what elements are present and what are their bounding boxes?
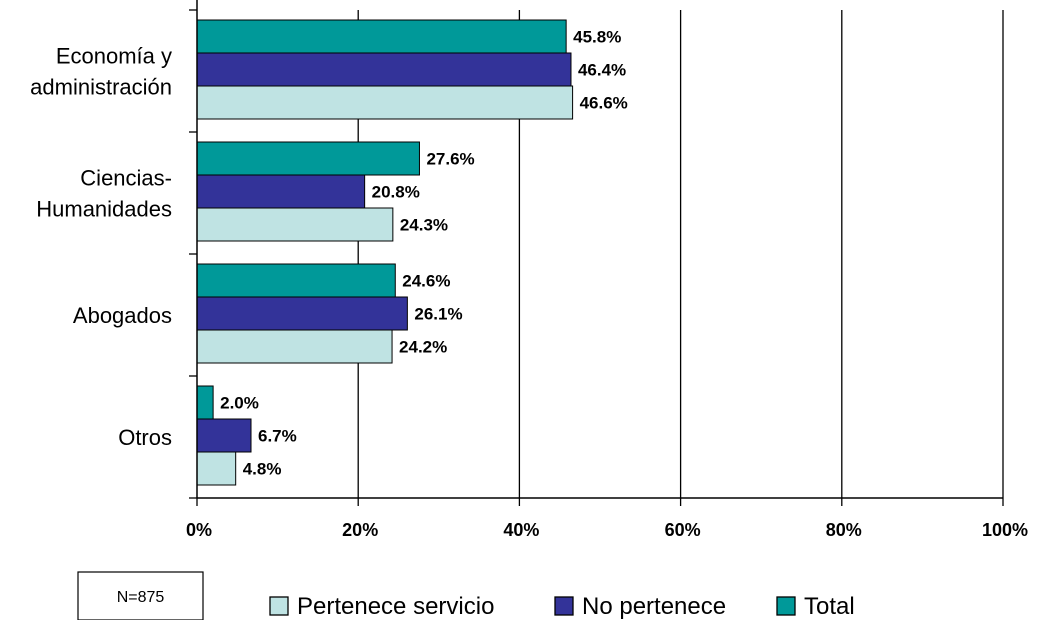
x-tick-label-5: 100% (982, 520, 1028, 540)
data-label-1-1: 20.8% (372, 183, 420, 202)
x-tick-label-4: 80% (826, 520, 862, 540)
data-label-3-1: 6.7% (258, 427, 297, 446)
legend: Pertenece servicio No pertenece Total (269, 593, 855, 620)
x-tick-label-1: 20% (342, 520, 378, 540)
legend-label-0: Pertenece servicio (297, 593, 494, 620)
bar-2-1 (196, 296, 408, 331)
data-label-1-2: 24.3% (400, 216, 448, 235)
category-label-2-0: Abogados (73, 303, 172, 328)
bar-2-2 (196, 329, 393, 364)
category-label-1-1: Humanidades (36, 197, 172, 222)
category-label-1-0: Ciencias- (80, 166, 172, 191)
sample-size-text: N=875 (117, 589, 165, 606)
bar-0-0 (196, 19, 567, 54)
data-label-2-2: 24.2% (399, 338, 447, 357)
legend-swatch-0 (269, 596, 289, 616)
legend-label-2: Total (804, 593, 855, 620)
data-label-3-0: 2.0% (220, 394, 259, 413)
data-label-2-0: 24.6% (402, 272, 450, 291)
bar-3-0 (196, 385, 214, 420)
sample-size-note: N=875 (77, 571, 204, 620)
x-tick-label-2: 40% (503, 520, 539, 540)
data-label-0-0: 45.8% (573, 28, 621, 47)
bar-1-1 (196, 174, 366, 209)
x-tick-label-0: 0% (186, 520, 212, 540)
legend-label-1: No pertenece (582, 593, 726, 620)
legend-swatch-1 (554, 596, 574, 616)
bar-2-0 (196, 263, 396, 298)
bar-0-2 (196, 85, 574, 120)
category-label-3-0: Otros (118, 425, 172, 450)
sample-size-box (77, 571, 204, 620)
bar-1-0 (196, 141, 420, 176)
category-label-0-1: administración (30, 75, 172, 100)
axes (189, 0, 1004, 506)
bar-0-1 (196, 52, 572, 87)
bar-1-2 (196, 207, 394, 242)
bars (196, 19, 574, 486)
bar-3-2 (196, 451, 237, 486)
x-tick-label-3: 60% (665, 520, 701, 540)
data-label-3-2: 4.8% (243, 460, 282, 479)
category-labels: Economía y administración Ciencias- Humanid… (30, 44, 172, 451)
data-label-0-1: 46.4% (578, 61, 626, 80)
category-label-0-0: Economía y (56, 44, 172, 69)
x-tick-labels: 0% 20% 40% 60% 80% 100% (186, 520, 1028, 540)
data-label-0-2: 46.6% (580, 94, 628, 113)
legend-swatch-2 (776, 596, 796, 616)
data-label-1-0: 27.6% (426, 150, 474, 169)
data-labels: 45.8% 46.4% 46.6% 27.6% 20.8% 24.3% 24.6% 26.1%… (220, 28, 628, 479)
data-label-2-1: 26.1% (414, 305, 462, 324)
bar-3-1 (196, 418, 252, 453)
